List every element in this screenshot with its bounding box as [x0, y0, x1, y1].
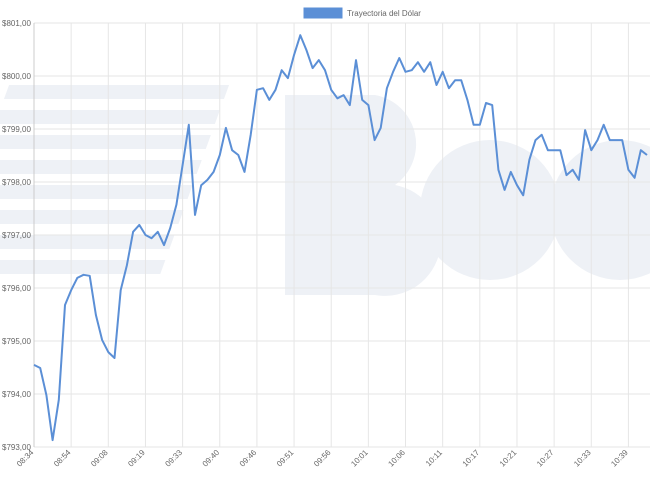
data-line: [33, 34, 648, 442]
y-tick-label: $796,00: [2, 284, 31, 293]
legend-swatch: [303, 7, 343, 19]
watermark: [0, 85, 650, 296]
legend-item: Trayectoria del Dólar: [303, 7, 421, 19]
x-tick-label: 10:27: [535, 448, 556, 469]
x-tick-label: 09:19: [126, 448, 147, 469]
x-tick-label: 10:21: [498, 448, 519, 469]
y-tick-label: $794,00: [2, 390, 31, 399]
x-tick-label: 10:39: [609, 448, 630, 469]
y-tick-label: $800,00: [2, 72, 31, 81]
y-tick-label: $793,00: [2, 443, 31, 452]
x-tick-label: 09:51: [275, 448, 296, 469]
y-tick-label: $798,00: [2, 178, 31, 187]
x-tick-label: 09:33: [163, 448, 184, 469]
x-tick-label: 10:33: [572, 448, 593, 469]
x-tick-label: 08:54: [52, 448, 73, 469]
x-tick-label: 09:08: [89, 448, 110, 469]
y-tick-label: $799,00: [2, 125, 31, 134]
legend-label: Trayectoria del Dólar: [347, 9, 421, 18]
x-tick-label: 10:06: [386, 448, 407, 469]
x-tick-label: 10:11: [424, 448, 444, 468]
x-tick-label: 09:46: [238, 448, 259, 469]
x-tick-label: 10:17: [461, 448, 482, 469]
y-tick-label: $797,00: [2, 231, 31, 240]
x-tick-label: 10:01: [349, 448, 370, 469]
y-tick-label: $801,00: [2, 19, 31, 28]
x-tick-label: 09:40: [201, 448, 222, 469]
y-tick-label: $795,00: [2, 337, 31, 346]
x-tick-label: 09:56: [312, 448, 333, 469]
